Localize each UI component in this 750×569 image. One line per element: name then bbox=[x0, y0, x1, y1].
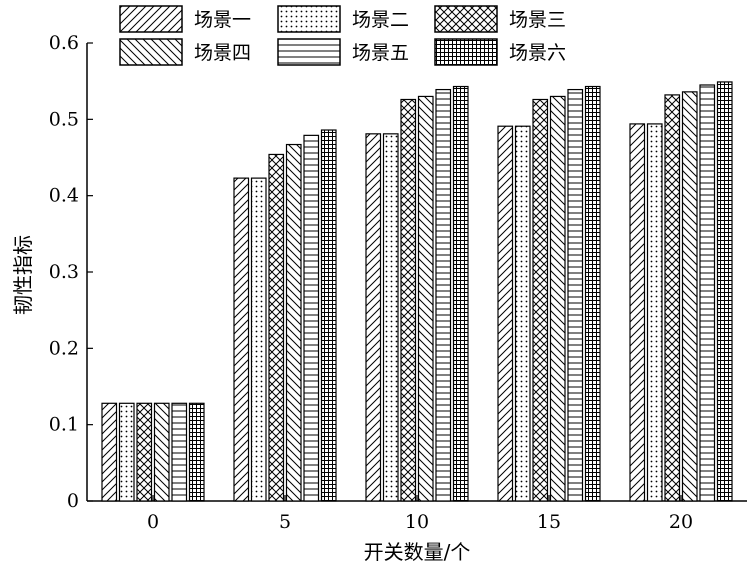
bar bbox=[497, 125, 514, 502]
bar bbox=[452, 85, 469, 502]
bar bbox=[664, 94, 681, 502]
bar bbox=[233, 177, 250, 502]
legend-label: 场景二 bbox=[352, 9, 409, 31]
x-tick-label: 15 bbox=[537, 511, 561, 533]
legend-swatch bbox=[434, 5, 498, 33]
bar bbox=[532, 98, 549, 502]
bar bbox=[382, 133, 399, 502]
bar bbox=[268, 153, 285, 502]
y-tick-label: 0.1 bbox=[49, 414, 79, 436]
bar bbox=[567, 88, 584, 502]
bar bbox=[716, 81, 733, 502]
y-ticks: 0 0.1 0.2 0.3 0.4 0.5 0.6 bbox=[49, 32, 93, 512]
bar bbox=[250, 177, 267, 502]
bar bbox=[303, 134, 320, 502]
legend-swatch bbox=[119, 5, 183, 33]
legend-label: 场景六 bbox=[509, 42, 566, 64]
y-tick-label: 0.6 bbox=[49, 32, 79, 54]
bar bbox=[171, 402, 188, 502]
y-tick-label: 0.5 bbox=[49, 108, 79, 130]
bar bbox=[681, 91, 698, 502]
bar bbox=[320, 129, 337, 502]
legend-label: 场景三 bbox=[509, 9, 566, 31]
x-tick-label: 10 bbox=[405, 511, 429, 533]
y-axis-title: 韧性指标 bbox=[11, 235, 35, 315]
bar bbox=[101, 402, 118, 502]
y-tick-label: 0.4 bbox=[49, 185, 79, 207]
bars bbox=[101, 81, 733, 502]
legend-swatch bbox=[277, 38, 341, 66]
bar bbox=[435, 88, 452, 502]
y-tick-label: 0.3 bbox=[49, 261, 79, 283]
legend-label: 场景一 bbox=[194, 9, 251, 31]
bar bbox=[584, 85, 601, 502]
bar bbox=[188, 402, 205, 502]
bar bbox=[646, 123, 663, 502]
x-tick-label: 20 bbox=[669, 511, 693, 533]
bar bbox=[400, 98, 417, 502]
bar bbox=[118, 402, 135, 502]
bar bbox=[629, 123, 646, 502]
bar bbox=[365, 133, 382, 502]
legend-swatch bbox=[277, 5, 341, 33]
legend-label: 场景四 bbox=[194, 42, 251, 64]
bar bbox=[417, 95, 434, 502]
legend-swatch bbox=[434, 38, 498, 66]
bar bbox=[699, 84, 716, 502]
bar bbox=[549, 95, 566, 502]
y-tick-label: 0 bbox=[67, 490, 79, 512]
x-ticks: 0 5 10 15 20 bbox=[147, 495, 693, 533]
bar bbox=[136, 402, 153, 502]
bar bbox=[285, 143, 302, 502]
bar bbox=[153, 402, 170, 502]
x-axis-title: 开关数量/个 bbox=[364, 540, 471, 564]
legend-label: 场景五 bbox=[352, 42, 409, 64]
y-tick-label: 0.2 bbox=[49, 337, 79, 359]
x-tick-label: 0 bbox=[147, 511, 159, 533]
bar bbox=[514, 125, 531, 502]
legend-swatch bbox=[119, 38, 183, 66]
x-tick-label: 5 bbox=[279, 511, 291, 533]
